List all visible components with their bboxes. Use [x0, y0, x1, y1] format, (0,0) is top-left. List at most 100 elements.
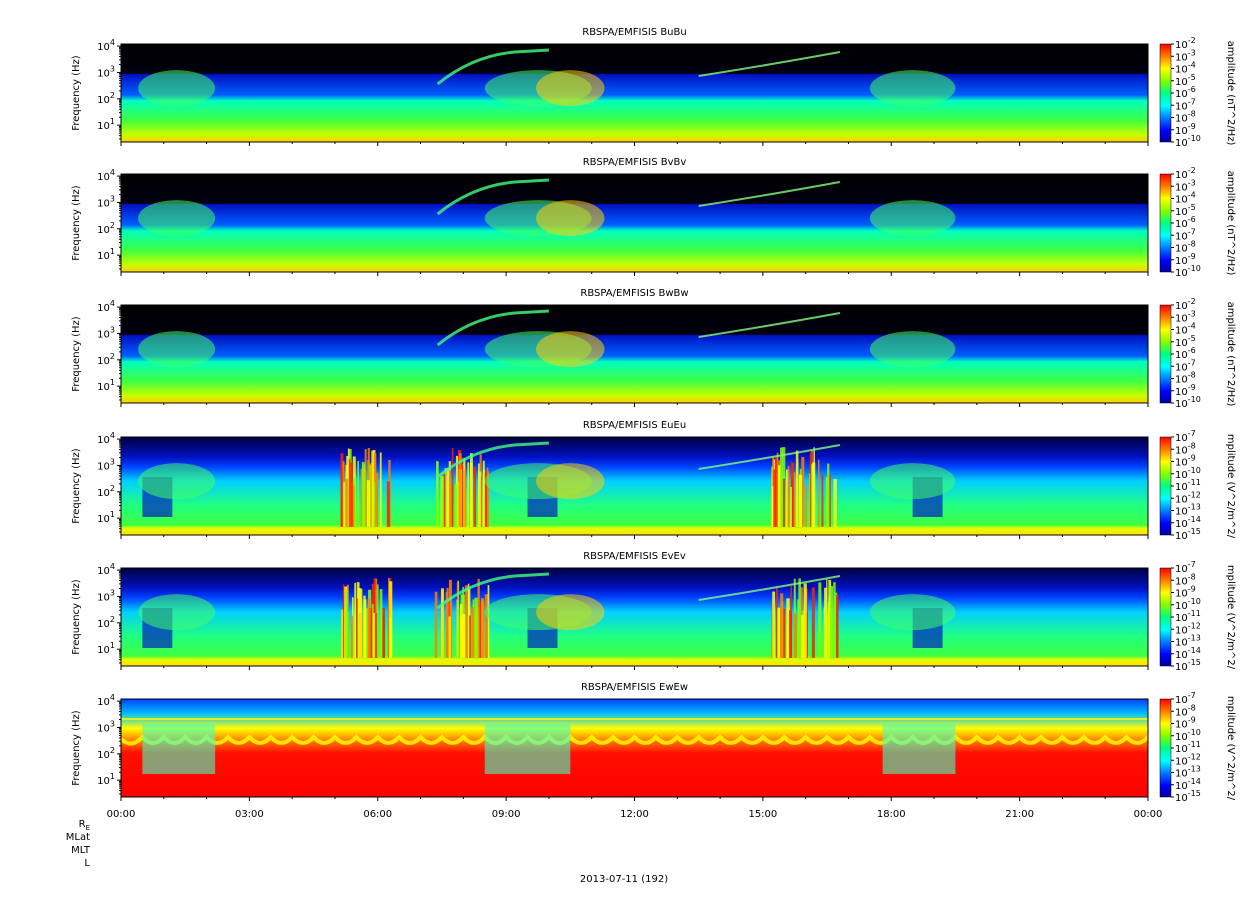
y-tick-label: 101	[97, 378, 115, 393]
colorbar-tick-label: 10-2	[1175, 297, 1196, 312]
colorbar-tick-label: 10-14	[1175, 777, 1201, 792]
spectrogram-texture	[138, 48, 956, 107]
colorbar-tick-label: 10-13	[1175, 765, 1201, 780]
colorbar-label: mplitude (V^2/m^2/	[1225, 696, 1236, 801]
y-tick-label: 102	[97, 352, 115, 367]
colorbar-tick-label: 10-3	[1175, 309, 1196, 324]
panel-title: RBSPA/EMFISIS BuBu	[582, 27, 686, 38]
colorbar-tick-label: 10-15	[1175, 527, 1201, 542]
y-axis-label: Frequency (Hz)	[71, 448, 82, 524]
spectrogram-texture	[138, 441, 956, 527]
colorbar-tick-label: 10-14	[1175, 515, 1201, 530]
colorbar-tick-label: 10-8	[1175, 110, 1196, 125]
colorbar-tick-label: 10-9	[1175, 252, 1196, 267]
y-axis-label: Frequency (Hz)	[71, 55, 82, 131]
colorbar-tick-label: 10-4	[1175, 322, 1196, 337]
y-tick-label: 101	[97, 510, 115, 525]
ephemeris-label-mlt: MLT	[71, 845, 90, 856]
colorbar-tick-label: 10-7	[1175, 691, 1196, 706]
y-tick-label: 102	[97, 91, 115, 106]
colorbar-tick-label: 10-10	[1175, 597, 1201, 612]
spectrogram-texture	[121, 718, 1148, 774]
colorbar-tick-label: 10-3	[1175, 48, 1196, 63]
colorbar-tick-label: 10-9	[1175, 383, 1196, 398]
colorbar-label: mplitude (V^2/m^2/	[1225, 434, 1236, 539]
colorbar-tick-label: 10-2	[1175, 166, 1196, 181]
y-tick-label: 104	[97, 168, 115, 183]
colorbar-tick-label: 10-6	[1175, 85, 1196, 100]
y-tick-label: 104	[97, 38, 115, 53]
y-tick-label: 101	[97, 117, 115, 132]
colorbar-tick-label: 10-10	[1175, 728, 1201, 743]
y-tick-label: 101	[97, 772, 115, 787]
colorbar-tick-label: 10-7	[1175, 227, 1196, 242]
colorbar-tick-label: 10-13	[1175, 503, 1201, 518]
spectrogram-field	[121, 305, 1148, 403]
x-tick-label: 21:00	[1005, 809, 1034, 820]
panel-title: RBSPA/EMFISIS EuEu	[583, 420, 686, 431]
y-tick-label: 104	[97, 431, 115, 446]
colorbar-tick-label: 10-7	[1175, 358, 1196, 373]
colorbar-tick-label: 10-11	[1175, 740, 1201, 755]
y-axis-label: Frequency (Hz)	[71, 579, 82, 655]
colorbar-tick-label: 10-3	[1175, 178, 1196, 193]
date-label: 2013-07-11 (192)	[579, 874, 669, 885]
spectrogram-panel: RBSPA/EMFISIS BvBv Frequency (Hz) 101 102 10…	[71, 157, 1236, 279]
ephemeris-label-mlat: MLat	[65, 832, 90, 843]
spectrogram-panel: RBSPA/EMFISIS EvEv Frequency (Hz) 101 102 10…	[71, 551, 1236, 673]
spectrogram-panels: RBSPA/EMFISIS BuBu Frequency (Hz) 101 102 10…	[71, 27, 1236, 804]
colorbar-tick-label: 10-10	[1175, 264, 1201, 279]
colorbar-tick-label: 10-5	[1175, 334, 1196, 349]
y-tick-label: 102	[97, 746, 115, 761]
colorbar-tick-label: 10-11	[1175, 609, 1201, 624]
panel-title: RBSPA/EMFISIS EwEw	[581, 682, 688, 693]
spectrogram-panel: RBSPA/EMFISIS EwEw Frequency (Hz) 101 102 10…	[71, 682, 1236, 804]
spectrogram-texture	[138, 178, 956, 237]
colorbar-tick-label: 10-10	[1175, 466, 1201, 481]
colorbar-tick-label: 10-5	[1175, 203, 1196, 218]
y-tick-label: 103	[97, 457, 115, 472]
colorbar	[1159, 567, 1172, 667]
y-tick-label: 103	[97, 588, 115, 603]
y-tick-label: 103	[97, 194, 115, 209]
y-tick-label: 103	[97, 64, 115, 79]
colorbar-tick-label: 10-7	[1175, 429, 1196, 444]
colorbar-tick-label: 10-10	[1175, 395, 1201, 410]
spectrogram-panel: RBSPA/EMFISIS BwBw Frequency (Hz) 101 102 10…	[71, 288, 1236, 410]
y-tick-label: 101	[97, 641, 115, 656]
colorbar-tick-label: 10-8	[1175, 703, 1196, 718]
colorbar-tick-label: 10-12	[1175, 752, 1201, 767]
panel-title: RBSPA/EMFISIS BvBv	[583, 157, 687, 168]
colorbar-tick-label: 10-5	[1175, 73, 1196, 88]
colorbar-tick-label: 10-6	[1175, 215, 1196, 230]
colorbar-tick-label: 10-7	[1175, 97, 1196, 112]
colorbar-tick-label: 10-15	[1175, 789, 1201, 804]
y-tick-label: 101	[97, 247, 115, 262]
colorbar-tick-label: 10-11	[1175, 478, 1201, 493]
colorbar-tick-label: 10-8	[1175, 371, 1196, 386]
colorbar	[1159, 698, 1172, 798]
panel-title: RBSPA/EMFISIS BwBw	[580, 288, 688, 299]
spectrogram-panel: RBSPA/EMFISIS BuBu Frequency (Hz) 101 102 10…	[71, 27, 1236, 149]
colorbar-label: amplitude (nT^2/Hz)	[1225, 41, 1236, 146]
y-tick-label: 102	[97, 615, 115, 630]
x-tick-label: 00:00	[1134, 809, 1163, 820]
y-tick-label: 104	[97, 562, 115, 577]
x-tick-label: 00:00	[107, 809, 136, 820]
colorbar-tick-label: 10-8	[1175, 240, 1196, 255]
spectrogram-field	[121, 568, 1148, 666]
colorbar-tick-label: 10-4	[1175, 61, 1196, 76]
time-axis: 00:00 03:00 06:00 09:00 12:00 15:00 18:00 21:00…	[107, 809, 1163, 820]
spectrogram-texture	[138, 309, 956, 368]
x-tick-label: 09:00	[492, 809, 521, 820]
colorbar-tick-label: 10-13	[1175, 634, 1201, 649]
x-tick-label: 12:00	[620, 809, 649, 820]
colorbar-label: mplitude (V^2/m^2/	[1225, 565, 1236, 670]
spectrogram-field	[121, 699, 1148, 797]
colorbar-tick-label: 10-14	[1175, 646, 1201, 661]
ephemeris-label-re: RE	[78, 819, 90, 832]
y-tick-label: 103	[97, 325, 115, 340]
colorbar-tick-label: 10-7	[1175, 560, 1196, 575]
y-axis-label: Frequency (Hz)	[71, 185, 82, 261]
colorbar-tick-label: 10-2	[1175, 36, 1196, 51]
